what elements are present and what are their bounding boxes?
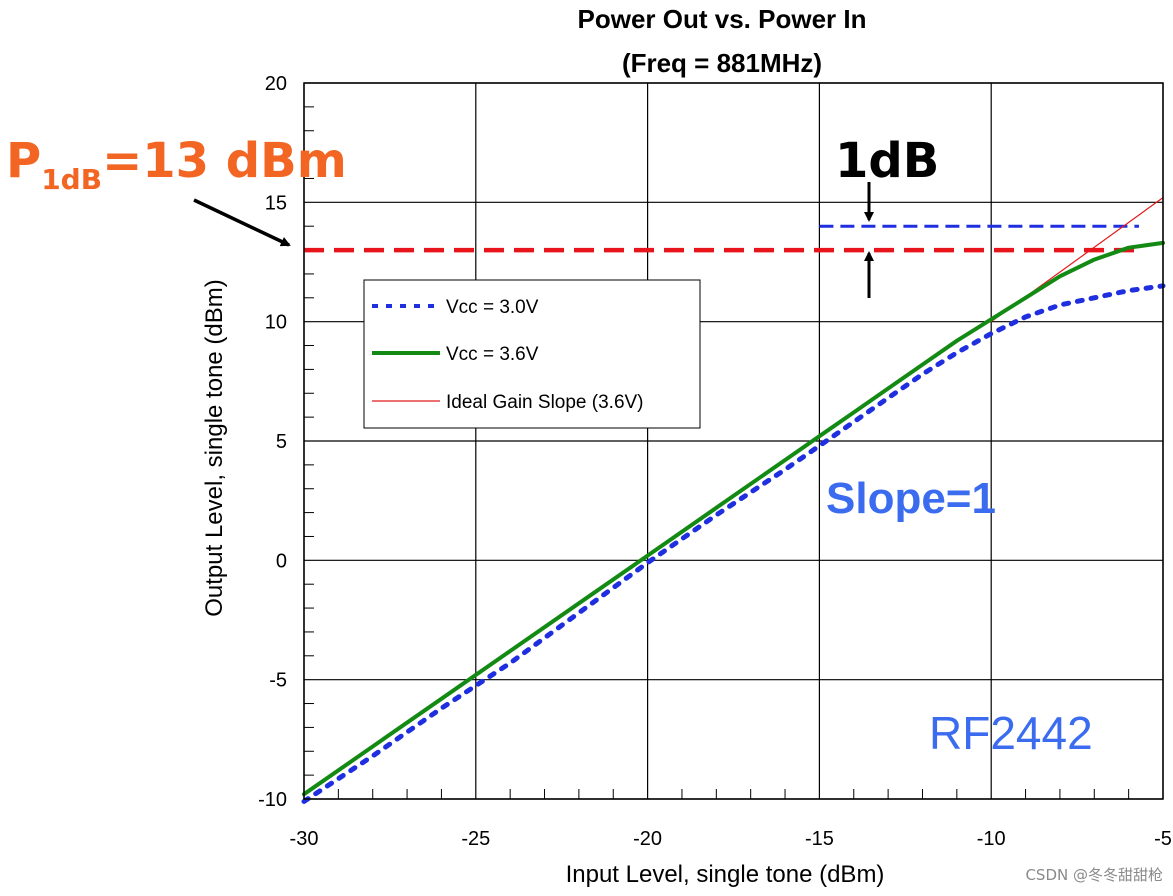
y-tick-label: 15 bbox=[265, 192, 287, 214]
chart-subtitle: (Freq = 881MHz) bbox=[622, 48, 822, 78]
x-tick-label: -20 bbox=[633, 828, 662, 850]
x-tick-label: -5 bbox=[1154, 828, 1172, 850]
legend-label-ideal: Ideal Gain Slope (3.6V) bbox=[446, 392, 644, 413]
chart-title: Power Out vs. Power In bbox=[578, 4, 867, 34]
legend-label-vcc36: Vcc = 3.6V bbox=[446, 344, 539, 365]
series-vcc36-line bbox=[302, 240, 1165, 797]
p1db-subscript: 1dB bbox=[41, 163, 102, 196]
p1db-arrow bbox=[193, 198, 291, 247]
p1db-value: =13 dBm bbox=[102, 133, 347, 189]
y-axis-title: Output Level, single tone (dBm) bbox=[201, 279, 228, 617]
x-tick-labels: -30 -25 -20 -15 -10 -5 bbox=[290, 828, 1172, 850]
legend: Vcc = 3.0V Vcc = 3.6V Ideal Gain Slope (… bbox=[363, 279, 701, 429]
x-axis-title: Input Level, single tone (dBm) bbox=[566, 861, 885, 888]
x-tick-label: -25 bbox=[461, 828, 490, 850]
part-number-annotation: RF2442 bbox=[929, 707, 1093, 759]
series-group bbox=[301, 197, 1166, 804]
y-tick-labels: -10 -5 0 5 10 15 20 bbox=[258, 73, 287, 811]
x-tick-label: -15 bbox=[805, 828, 834, 850]
one-db-annotation: 1dB bbox=[835, 133, 939, 189]
p1db-annotation: P1dB=13 dBm bbox=[6, 133, 347, 196]
legend-label-vcc30: Vcc = 3.0V bbox=[446, 297, 539, 318]
slope-annotation: Slope=1 bbox=[826, 474, 996, 523]
p1db-letter: P bbox=[6, 133, 41, 189]
y-tick-label: 20 bbox=[265, 73, 287, 95]
x-tick-label: -10 bbox=[977, 828, 1006, 850]
minor-ticks bbox=[304, 106, 1130, 799]
x-tick-label: -30 bbox=[290, 828, 319, 850]
watermark: CSDN @冬冬甜甜枪 bbox=[1025, 866, 1163, 884]
y-tick-label: 5 bbox=[276, 431, 287, 453]
y-tick-label: -5 bbox=[269, 670, 287, 692]
y-tick-label: -10 bbox=[258, 789, 287, 811]
grid-lines bbox=[303, 82, 1164, 800]
y-tick-label: 10 bbox=[265, 312, 287, 334]
plot-border bbox=[303, 82, 1164, 800]
y-tick-label: 0 bbox=[276, 550, 287, 572]
